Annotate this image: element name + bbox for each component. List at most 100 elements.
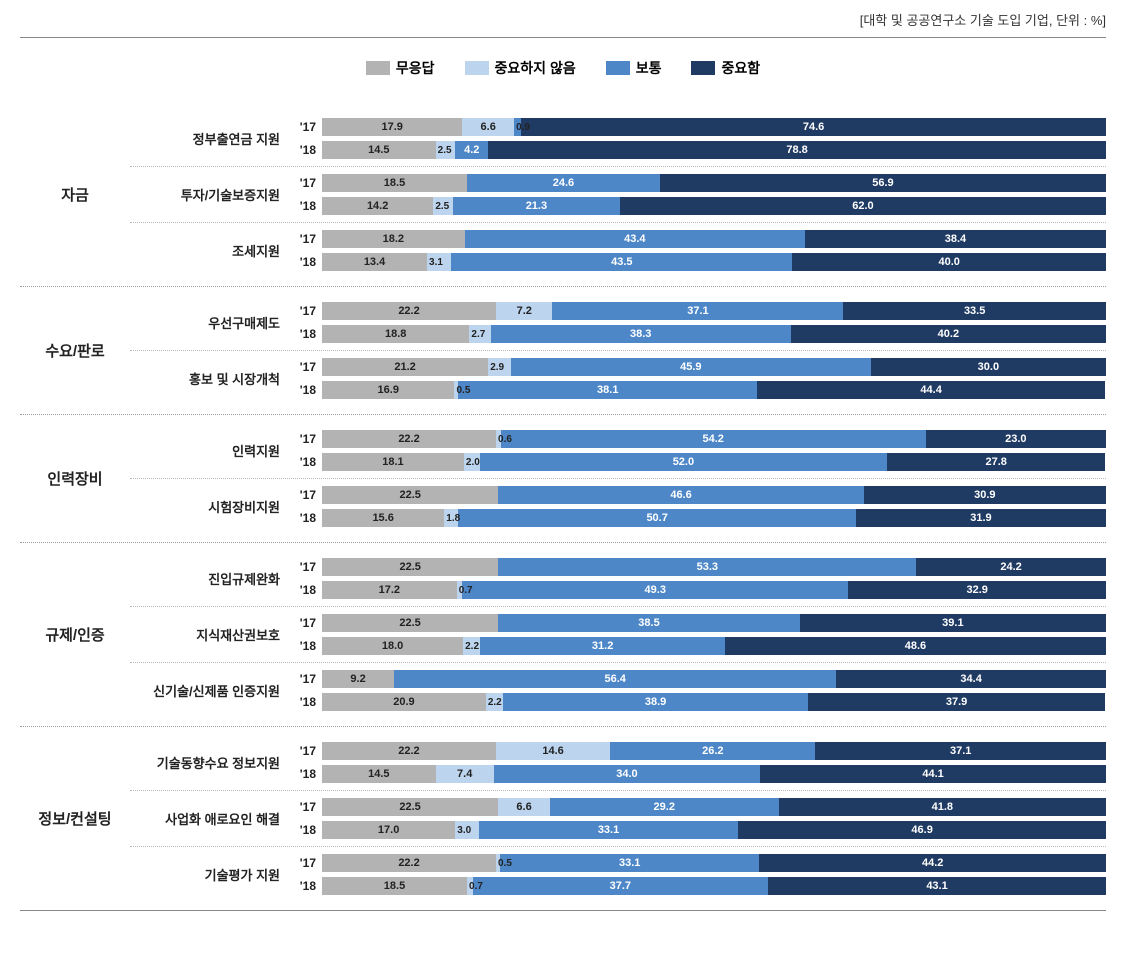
bar: 22.20.654.223.0 (322, 430, 1106, 448)
bar-segment: 13.4 (322, 253, 427, 271)
bar-segment: 43.4 (465, 230, 805, 248)
bar-segment: 24.2 (916, 558, 1106, 576)
bar-segment: 2.2 (486, 693, 503, 711)
segment-value: 62.0 (852, 200, 873, 212)
bar-segment: 22.2 (322, 854, 496, 872)
segment-value: 37.1 (687, 305, 708, 317)
legend-swatch (606, 61, 630, 75)
legend-label: 중요함 (721, 58, 760, 78)
segment-value: 0.5 (456, 385, 470, 396)
segment-value: 7.2 (517, 305, 532, 317)
segment-value: 54.2 (703, 433, 724, 445)
year-label: '18 (290, 455, 322, 469)
segment-value: 37.1 (950, 745, 971, 757)
segment-value: 17.0 (378, 824, 399, 836)
segment-value: 15.6 (372, 512, 393, 524)
bar-segment: 45.9 (511, 358, 871, 376)
bar-segment: 18.0 (322, 637, 463, 655)
year-row: '1722.20.654.223.0 (290, 428, 1106, 450)
item-label: 우선구매제도 (130, 299, 290, 346)
year-row: '18 18.1 2.052.0 27.8 (290, 451, 1106, 473)
year-label: '17 (290, 232, 322, 246)
item-label: 시험장비지원 (130, 483, 290, 530)
segment-value: 38.9 (645, 696, 666, 708)
bar-segment: 22.2 (322, 430, 496, 448)
year-row: '1818.82.738.340.2 (290, 323, 1106, 345)
chart-item: 사업화 애로요인 해결'1722.56.629.241.8'1817.03.03… (130, 791, 1106, 847)
segment-value: 78.8 (786, 144, 807, 156)
bar-segment: 34.4 (836, 670, 1106, 688)
bar: 17.96.60.974.6 (322, 118, 1106, 136)
segment-value: 38.5 (638, 617, 659, 629)
segment-value: 32.9 (966, 584, 987, 596)
segment-value: 24.6 (553, 177, 574, 189)
segment-value: 16.9 (378, 384, 399, 396)
bar: 16.90.538.144.4 (322, 381, 1106, 399)
bar-segment: 18.5 (322, 877, 467, 895)
year-label: '17 (290, 560, 322, 574)
segment-value: 20.9 (393, 696, 414, 708)
years-column: '1722.546.630.9'1815.61.850.731.9 (290, 483, 1106, 530)
items-column: 기술동향수요 정보지원'1722.214.626.237.1'1814.57.4… (130, 735, 1106, 902)
segment-value: 17.9 (381, 121, 402, 133)
bar-segment: 18.2 (322, 230, 465, 248)
segment-value: 27.8 (985, 456, 1006, 468)
segment-value: 22.5 (399, 489, 420, 501)
segment-value: 37.7 (610, 880, 631, 892)
bar-segment: 18.1 (322, 453, 464, 471)
segment-value: 43.5 (611, 256, 632, 268)
year-label: '18 (290, 255, 322, 269)
chart-item: 인력지원'1722.20.654.223.0'1818.12.052.027.8 (130, 423, 1106, 479)
bar: 22.214.626.237.1 (322, 742, 1106, 760)
group-label: 자금 (20, 111, 130, 278)
bar-segment: 20.9 (322, 693, 486, 711)
segment-value: 18.5 (384, 177, 405, 189)
bar-segment: 0.9 (514, 118, 521, 136)
bar-segment: 37.1 (815, 742, 1106, 760)
bar-segment: 24.6 (467, 174, 660, 192)
segment-value: 22.5 (399, 617, 420, 629)
year-row: '1721.22.945.930.0 (290, 356, 1106, 378)
segment-value: 3.1 (429, 257, 443, 268)
bar-segment: 34.0 (494, 765, 761, 783)
items-column: 진입규제완화'1722.553.324.2'1817.20.749.332.9지… (130, 551, 1106, 718)
bar-segment: 41.8 (779, 798, 1106, 816)
bar-segment: 22.2 (322, 302, 496, 320)
items-column: 정부출연금 지원'1717.96.60.974.6'1814.52.54.278… (130, 111, 1106, 278)
segment-value: 0.6 (498, 434, 512, 445)
segment-value: 0.7 (469, 881, 483, 892)
segment-value: 48.6 (905, 640, 926, 652)
year-label: '17 (290, 432, 322, 446)
segment-value: 22.5 (399, 801, 420, 813)
year-label: '18 (290, 511, 322, 525)
bar-segment: 15.6 (322, 509, 444, 527)
bar-segment: 22.5 (322, 798, 498, 816)
segment-value: 9.2 (350, 673, 365, 685)
group-label: 정보/컨설팅 (20, 735, 130, 902)
year-row: '1722.20.533.144.2 (290, 852, 1106, 874)
bar: 17.03.033.146.9 (322, 821, 1106, 839)
item-label: 정부출연금 지원 (130, 115, 290, 162)
segment-value: 2.7 (471, 329, 485, 340)
bar: 18.50.737.743.1 (322, 877, 1106, 895)
segment-value: 33.1 (598, 824, 619, 836)
bar: 22.538.539.1 (322, 614, 1106, 632)
segment-value: 30.9 (974, 489, 995, 501)
segment-value: 33.5 (964, 305, 985, 317)
segment-value: 18.1 (382, 456, 403, 468)
bar-segment: 18.8 (322, 325, 469, 343)
bar-segment: 2.0 (464, 453, 480, 471)
chart-area: 자금정부출연금 지원'1717.96.60.974.6'1814.52.54.2… (20, 103, 1106, 911)
item-label: 조세지원 (130, 227, 290, 274)
bar-segment: 52.0 (480, 453, 888, 471)
bar-segment: 21.3 (453, 197, 620, 215)
year-label: '18 (290, 327, 322, 341)
segment-value: 53.3 (697, 561, 718, 573)
segment-value: 24.2 (1000, 561, 1021, 573)
item-label: 기술평가 지원 (130, 851, 290, 898)
bar-segment: 1.8 (444, 509, 458, 527)
year-row: '1815.61.850.731.9 (290, 507, 1106, 529)
year-label: '17 (290, 672, 322, 686)
chart-item: 기술평가 지원'1722.20.533.144.2'1818.50.737.74… (130, 847, 1106, 902)
bar-segment: 31.9 (856, 509, 1106, 527)
